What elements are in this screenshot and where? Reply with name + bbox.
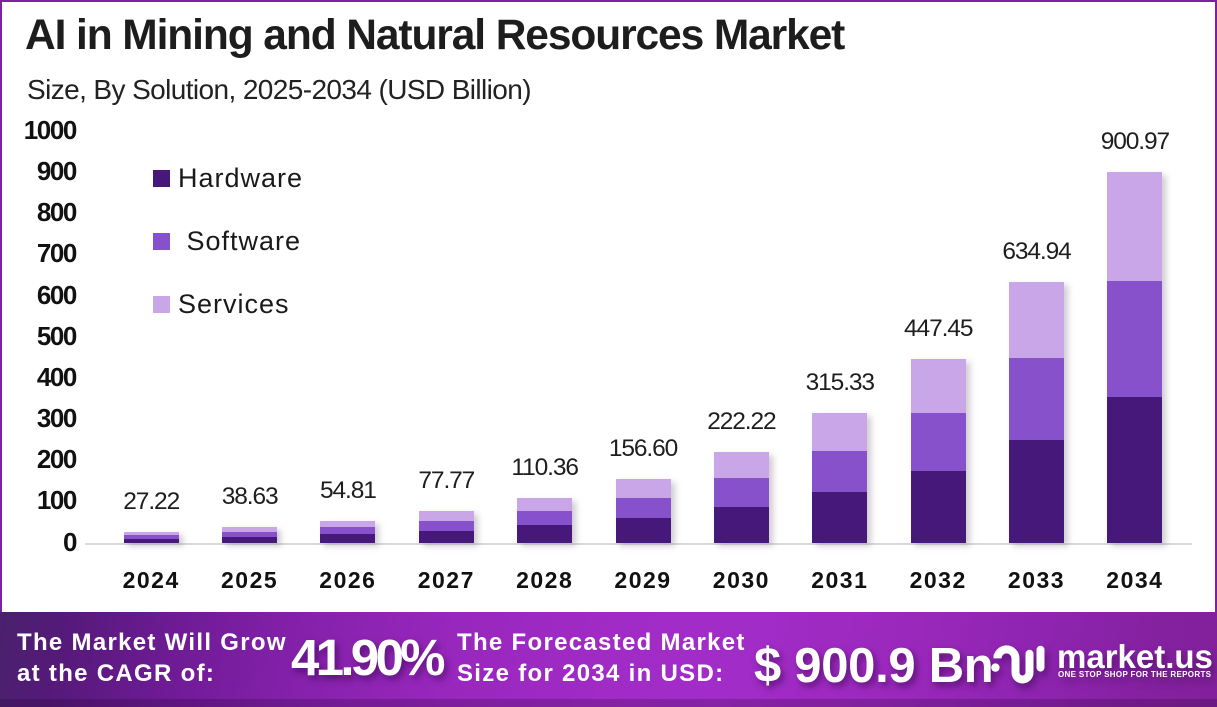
svg-text:market.us: market.us <box>1057 638 1213 675</box>
svg-text:ONE STOP SHOP FOR THE REPORTS: ONE STOP SHOP FOR THE REPORTS <box>1058 670 1212 679</box>
